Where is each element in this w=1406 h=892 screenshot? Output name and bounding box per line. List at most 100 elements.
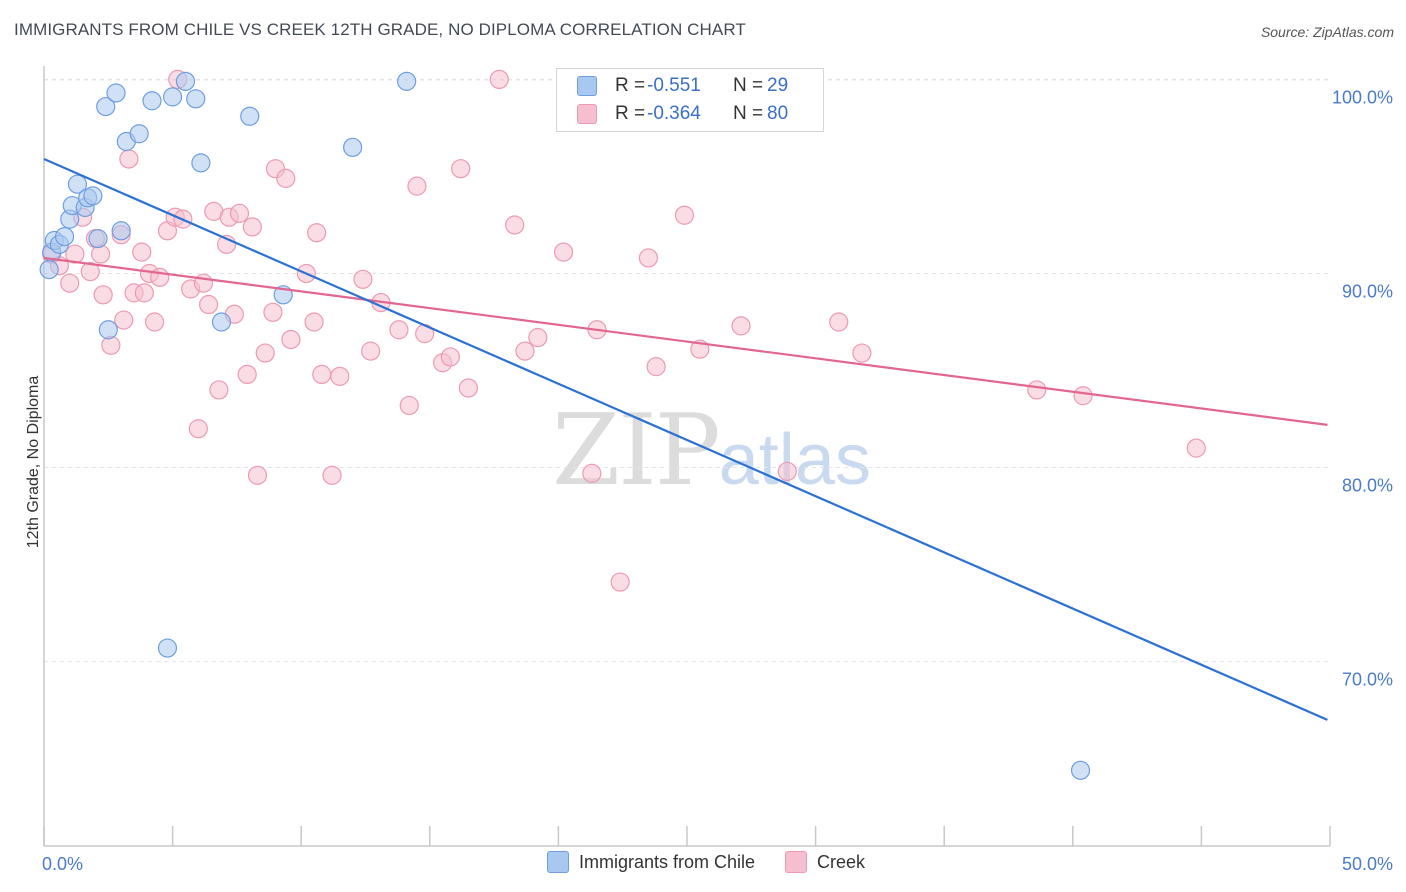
creek-point bbox=[134, 283, 154, 303]
legend-label-chile: Immigrants from Chile bbox=[579, 851, 756, 872]
creek-point bbox=[553, 242, 574, 262]
creek-point bbox=[322, 465, 342, 485]
creek-point bbox=[674, 205, 695, 225]
creek-point bbox=[528, 327, 548, 348]
y-tick-label: 100.0% bbox=[1332, 87, 1393, 107]
chile-point bbox=[39, 260, 59, 280]
creek-point bbox=[93, 285, 113, 305]
legend-n-value: 80 bbox=[767, 103, 789, 124]
chile-point bbox=[142, 91, 162, 111]
creek-point bbox=[399, 395, 419, 416]
legend-swatch-chile bbox=[547, 851, 569, 873]
trend-lines bbox=[43, 157, 1328, 721]
chile-point bbox=[96, 96, 116, 117]
creek-point bbox=[505, 215, 525, 235]
creek-point bbox=[515, 341, 535, 361]
creek-point bbox=[132, 242, 152, 262]
legend-row-chile: R = -0.551 N = 29 bbox=[577, 74, 788, 98]
stats-legend: R = -0.551 N = 29 R = -0.364 N = 80 bbox=[556, 68, 824, 132]
chile-point bbox=[211, 312, 232, 332]
watermark-atlas: atlas bbox=[718, 420, 871, 500]
chile-point bbox=[163, 87, 183, 107]
creek-point bbox=[144, 312, 165, 332]
grid bbox=[44, 78, 1330, 663]
creek-point bbox=[582, 463, 602, 483]
creek-point bbox=[451, 159, 471, 179]
creek-point bbox=[263, 302, 283, 322]
creek-point bbox=[777, 461, 797, 482]
creek-point bbox=[114, 310, 134, 330]
creek-point bbox=[188, 419, 208, 439]
legend-n-label: N = bbox=[733, 75, 764, 96]
creek-point bbox=[199, 294, 219, 315]
tick-labels: 70.0% 80.0% 90.0% 100.0% 0.0% 50.0% bbox=[42, 87, 1393, 874]
creek-point bbox=[247, 465, 268, 485]
chile-point bbox=[67, 174, 88, 194]
creek-point bbox=[304, 312, 324, 332]
creek-point bbox=[119, 149, 139, 169]
chile-point bbox=[54, 227, 75, 247]
axes bbox=[43, 66, 1331, 847]
creek-points bbox=[42, 69, 1206, 592]
legend-item-chile[interactable]: Immigrants from Chile bbox=[547, 851, 755, 873]
creek-point bbox=[312, 364, 332, 384]
legend-n-value: 29 bbox=[767, 75, 789, 96]
creek-point bbox=[489, 69, 509, 90]
creek-point bbox=[646, 357, 666, 377]
chile-point bbox=[157, 638, 178, 658]
creek-point bbox=[242, 217, 262, 237]
chart-title: IMMIGRANTS FROM CHILE VS CREEK 12TH GRAD… bbox=[14, 20, 746, 39]
legend-label-creek: Creek bbox=[817, 851, 866, 872]
chile-point bbox=[175, 71, 196, 91]
y-tick-label: 90.0% bbox=[1342, 281, 1393, 301]
creek-point bbox=[276, 168, 296, 188]
creek-point bbox=[389, 320, 409, 340]
creek-point bbox=[60, 273, 80, 293]
creek-point bbox=[150, 267, 170, 287]
x-tick-label: 0.0% bbox=[42, 854, 83, 874]
chile-point bbox=[1070, 760, 1091, 780]
legend-row-creek: R = -0.364 N = 80 bbox=[577, 102, 788, 126]
creek-point bbox=[237, 364, 257, 384]
series-legend: Immigrants from Chile Creek bbox=[547, 851, 895, 873]
creek-point bbox=[829, 312, 849, 332]
creek-point bbox=[1186, 438, 1206, 458]
creek-point bbox=[852, 343, 872, 363]
creek-point bbox=[281, 329, 301, 350]
chile-trend-line bbox=[43, 157, 1328, 721]
chile-point bbox=[129, 124, 149, 144]
legend-swatch-chile bbox=[577, 76, 597, 96]
chile-point bbox=[191, 153, 211, 173]
legend-n-label: N = bbox=[733, 103, 764, 124]
chile-point bbox=[98, 320, 118, 340]
chile-point bbox=[106, 83, 126, 103]
chile-point bbox=[240, 106, 260, 126]
legend-item-creek[interactable]: Creek bbox=[785, 851, 865, 873]
creek-point bbox=[407, 176, 427, 196]
legend-r-label: R = bbox=[615, 75, 646, 96]
creek-point bbox=[361, 341, 381, 361]
y-tick-label: 80.0% bbox=[1342, 476, 1393, 496]
legend-r-label: R = bbox=[615, 103, 646, 124]
creek-point bbox=[229, 203, 250, 223]
legend-r-value: -0.551 bbox=[647, 75, 701, 96]
creek-point bbox=[1073, 386, 1093, 406]
chile-point bbox=[397, 71, 417, 91]
creek-point bbox=[610, 572, 630, 592]
creek-trend-line bbox=[43, 256, 1328, 426]
chile-point bbox=[343, 137, 363, 157]
chile-points bbox=[39, 71, 1091, 780]
x-tick-label: 50.0% bbox=[1342, 854, 1393, 874]
creek-point bbox=[307, 223, 327, 243]
creek-point bbox=[209, 380, 229, 400]
legend-r-value: -0.364 bbox=[647, 103, 701, 124]
legend-swatch-creek bbox=[577, 104, 597, 124]
creek-point bbox=[440, 347, 460, 367]
creek-point bbox=[255, 343, 275, 363]
chile-point bbox=[111, 221, 131, 241]
chile-point bbox=[83, 186, 103, 206]
creek-point bbox=[353, 269, 373, 289]
y-tick-label: 70.0% bbox=[1342, 670, 1393, 690]
chile-point bbox=[186, 89, 206, 109]
